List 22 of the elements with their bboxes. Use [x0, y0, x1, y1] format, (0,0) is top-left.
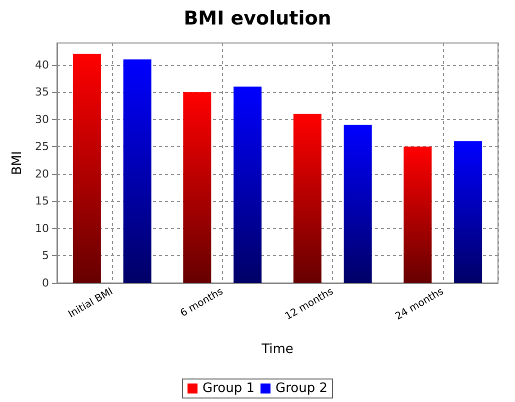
- y-tick-label: 25: [35, 140, 49, 154]
- y-axis-title: BMI: [10, 151, 26, 175]
- bar: [183, 92, 212, 283]
- bar: [234, 86, 262, 283]
- y-tick-label: 15: [35, 194, 49, 208]
- bar: [454, 141, 482, 283]
- y-tick-label: 10: [35, 222, 49, 235]
- bar: [72, 54, 101, 283]
- y-tick-label: 35: [35, 86, 49, 99]
- bar: [344, 124, 372, 283]
- y-tick-label: 0: [42, 276, 49, 290]
- chart-title: BMI evolution: [184, 8, 332, 30]
- legend-label: Group 1: [202, 381, 255, 396]
- x-axis-title: Time: [260, 342, 294, 357]
- y-tick-label: 30: [35, 112, 49, 126]
- y-tick-label: 40: [35, 58, 49, 72]
- bar: [123, 59, 152, 283]
- bar: [293, 114, 322, 283]
- legend-label: Group 2: [276, 381, 328, 396]
- y-tick-label: 5: [42, 249, 49, 262]
- bar: [404, 146, 432, 283]
- y-tick-label: 20: [35, 167, 49, 180]
